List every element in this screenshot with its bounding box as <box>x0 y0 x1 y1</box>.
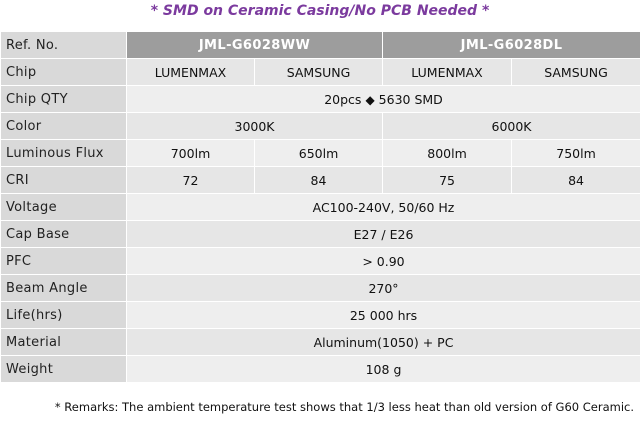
flux-value: 750lm <box>511 139 640 167</box>
chip-value: LUMENMAX <box>382 58 513 86</box>
model-dl: JML-G6028DL <box>382 31 640 59</box>
chip-value: SAMSUNG <box>253 58 384 86</box>
label-chip-qty: Chip QTY <box>0 85 127 113</box>
color-value-ww: 3000K <box>125 112 384 140</box>
label-weight: Weight <box>0 355 127 383</box>
row-luminous-flux: Luminous Flux 700lm 650lm 800lm 750lm <box>0 139 640 167</box>
cri-value: 84 <box>511 166 640 194</box>
label-color: Color <box>0 112 127 140</box>
cri-value: 72 <box>126 166 255 194</box>
life-value: 25 000 hrs <box>125 301 640 329</box>
remarks-note: * Remarks: The ambient temperature test … <box>54 400 634 414</box>
weight-value: 108 g <box>125 355 640 383</box>
label-cri: CRI <box>0 166 127 194</box>
cri-value: 75 <box>382 166 513 194</box>
voltage-value: AC100-240V, 50/60 Hz <box>125 193 640 221</box>
row-material: Material Aluminum(1050) + PC <box>0 328 640 356</box>
row-chip-qty: Chip QTY 20pcs ◆ 5630 SMD <box>0 85 640 113</box>
label-material: Material <box>0 328 127 356</box>
banner-title: * SMD on Ceramic Casing/No PCB Needed * <box>150 3 490 19</box>
label-life: Life(hrs) <box>0 301 127 329</box>
row-beam-angle: Beam Angle 270° <box>0 274 640 302</box>
chip-value: LUMENMAX <box>126 58 255 86</box>
pfc-value: > 0.90 <box>125 247 640 275</box>
chip-qty-count: 20pcs <box>324 91 362 107</box>
label-cap-base: Cap Base <box>0 220 127 248</box>
chip-qty-value: 20pcs ◆ 5630 SMD <box>125 85 640 113</box>
label-beam-angle: Beam Angle <box>0 274 127 302</box>
row-pfc: PFC > 0.90 <box>0 247 640 275</box>
cri-value: 84 <box>253 166 384 194</box>
row-color: Color 3000K 6000K <box>0 112 640 140</box>
flux-value: 700lm <box>126 139 255 167</box>
color-value-dl: 6000K <box>382 112 640 140</box>
label-chip: Chip <box>0 58 127 86</box>
row-ref-no: Ref. No. JML-G6028WW JML-G6028DL <box>0 31 640 59</box>
flux-value: 800lm <box>382 139 513 167</box>
cap-base-value: E27 / E26 <box>125 220 640 248</box>
flux-value: 650lm <box>253 139 384 167</box>
chip-value: SAMSUNG <box>511 58 640 86</box>
label-ref-no: Ref. No. <box>0 31 127 59</box>
row-voltage: Voltage AC100-240V, 50/60 Hz <box>0 193 640 221</box>
diamond-icon: ◆ <box>365 92 375 107</box>
row-cri: CRI 72 84 75 84 <box>0 166 640 194</box>
label-voltage: Voltage <box>0 193 127 221</box>
label-pfc: PFC <box>0 247 127 275</box>
label-luminous-flux: Luminous Flux <box>0 139 127 167</box>
beam-angle-value: 270° <box>125 274 640 302</box>
spec-table: Ref. No. JML-G6028WW JML-G6028DL Chip LU… <box>0 31 640 383</box>
chip-qty-type: 5630 SMD <box>378 91 443 107</box>
row-weight: Weight 108 g <box>0 355 640 383</box>
material-value: Aluminum(1050) + PC <box>125 328 640 356</box>
row-life: Life(hrs) 25 000 hrs <box>0 301 640 329</box>
row-cap-base: Cap Base E27 / E26 <box>0 220 640 248</box>
model-ww: JML-G6028WW <box>125 31 384 59</box>
row-chip: Chip LUMENMAX SAMSUNG LUMENMAX SAMSUNG <box>0 58 640 86</box>
